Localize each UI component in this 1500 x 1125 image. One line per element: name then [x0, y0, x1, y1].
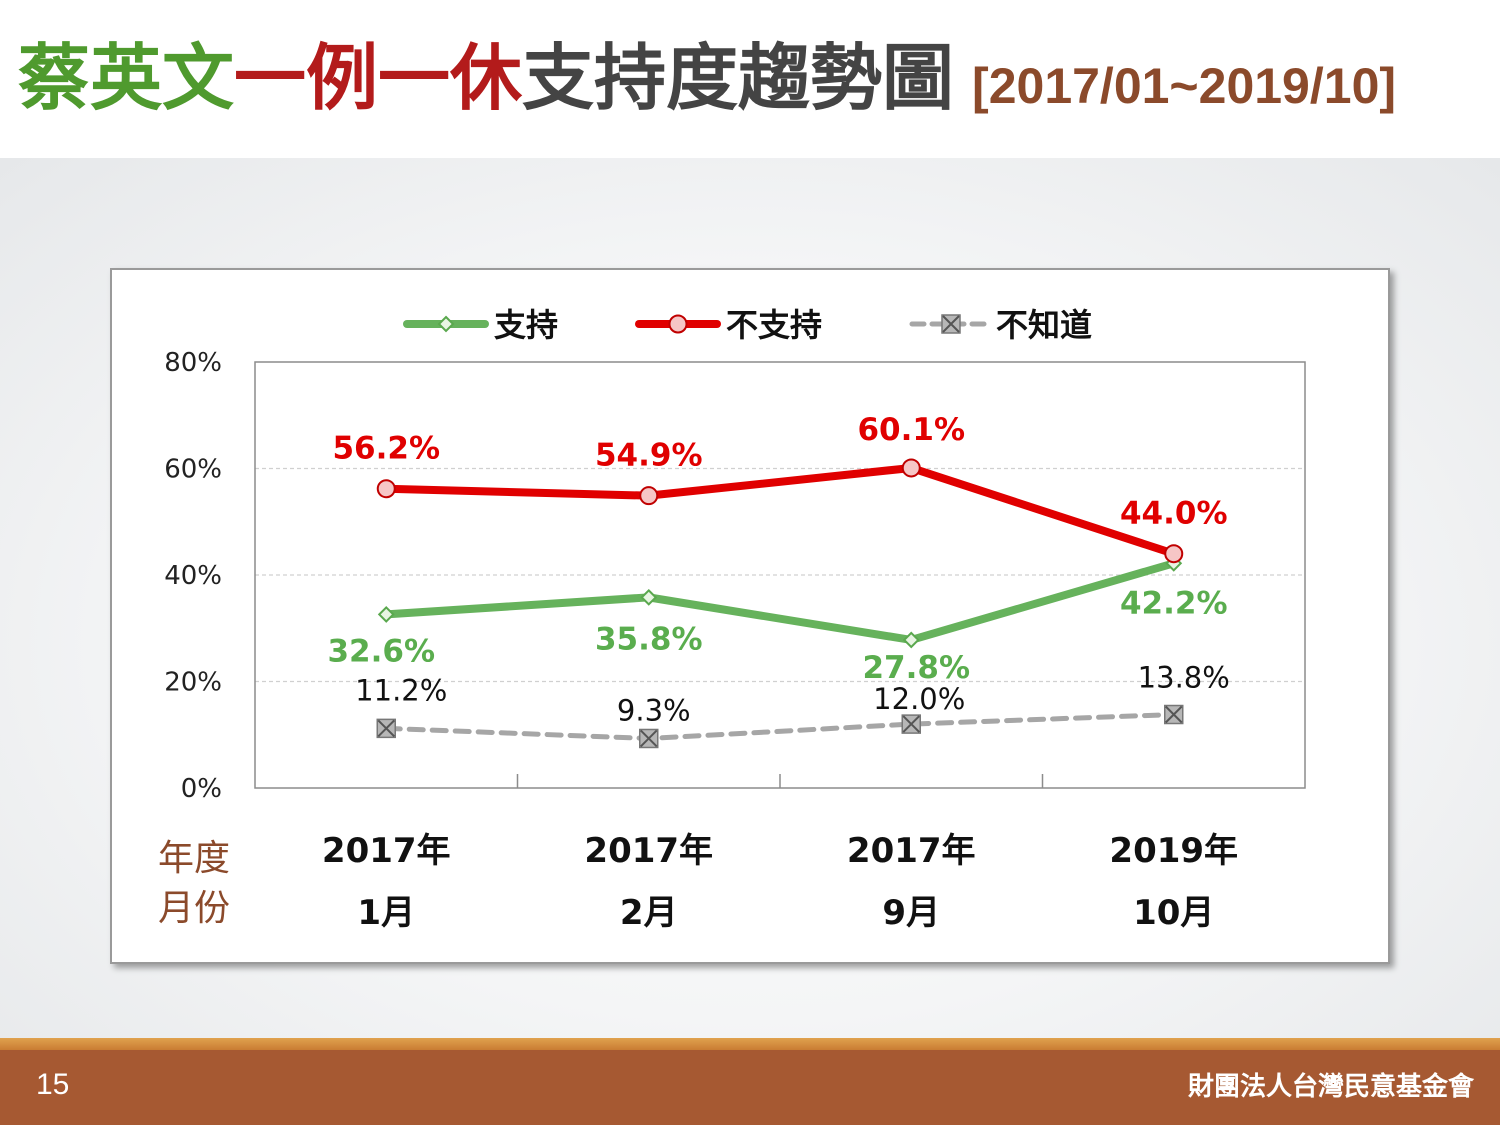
footer-bar — [0, 1050, 1500, 1125]
data-point-marker — [1164, 544, 1184, 564]
x-tick-label-year: 2017年 — [322, 831, 451, 871]
title-subject: 支持度趨勢圖 — [522, 36, 955, 120]
data-label: 9.3% — [617, 693, 691, 727]
page-title: 蔡英文一例一休支持度趨勢圖 [2017/01~2019/10] — [18, 42, 1396, 142]
y-tick-label: 0% — [181, 774, 222, 804]
series-line-2 — [383, 712, 1177, 741]
x-tick-label-year: 2017年 — [584, 831, 713, 871]
data-point-marker — [640, 588, 658, 606]
data-label: 11.2% — [355, 673, 447, 707]
data-point-marker — [376, 479, 396, 499]
legend-label: 不支持 — [726, 306, 822, 344]
data-label: 35.8% — [595, 621, 703, 657]
data-label: 44.0% — [1120, 496, 1228, 532]
y-tick-label: 80% — [164, 348, 222, 378]
data-point-marker-x — [902, 715, 920, 733]
page-number: 15 — [36, 1068, 70, 1101]
data-point-marker-x — [640, 729, 658, 748]
data-label: 54.9% — [595, 438, 703, 474]
title-policy: 一例一休 — [234, 36, 523, 120]
data-point-marker — [668, 314, 688, 334]
x-axis-label-line2: 月份 — [158, 888, 230, 929]
x-tick-label-month: 9月 — [882, 893, 940, 933]
data-point-marker-x — [942, 315, 960, 333]
title-name: 蔡英文 — [18, 36, 235, 120]
data-label: 42.2% — [1120, 585, 1228, 621]
data-point-marker — [437, 315, 455, 333]
x-tick-label-year: 2017年 — [847, 831, 976, 871]
y-tick-label: 60% — [164, 455, 222, 485]
x-tick-label-month: 10月 — [1133, 893, 1214, 933]
title-date-range: [2017/01~2019/10] — [972, 58, 1397, 114]
data-point-marker — [901, 458, 921, 478]
y-tick-label: 20% — [164, 668, 222, 698]
legend-label: 不知道 — [996, 306, 1092, 344]
data-label: 60.1% — [857, 412, 965, 448]
footer-accent-bar — [0, 1038, 1500, 1050]
organization-name: 財團法人台灣民意基金會 — [1187, 1072, 1474, 1102]
data-label: 32.6% — [327, 633, 435, 669]
data-point-marker — [377, 605, 395, 623]
data-label: 12.0% — [873, 682, 965, 716]
series-line-0 — [382, 559, 1178, 644]
line-chart: 0% 20% 40% 60% 80% 2017年 1月 2017年 2月 2017年 9月 2019年… — [158, 306, 1306, 933]
x-tick-label-month: 1月 — [357, 893, 415, 933]
data-point-marker-x — [1165, 705, 1183, 724]
data-point-marker — [902, 631, 920, 649]
chart-frame: 0% 20% 40% 60% 80% 2017年 1月 2017年 2月 2017年 9月 2019年… — [110, 268, 1390, 964]
data-label: 56.2% — [332, 431, 440, 467]
x-tick-label-year: 2019年 — [1109, 831, 1238, 871]
x-axis-label-line1: 年度 — [158, 838, 230, 879]
data-label: 13.8% — [1138, 661, 1230, 695]
x-tick-label-month: 2月 — [620, 893, 678, 933]
data-point-marker — [639, 486, 659, 506]
data-point-marker-x — [377, 719, 395, 738]
data-label: 27.8% — [862, 650, 970, 686]
legend-label: 支持 — [494, 306, 558, 344]
series-line-1 — [382, 463, 1178, 558]
y-tick-label: 40% — [164, 561, 222, 591]
